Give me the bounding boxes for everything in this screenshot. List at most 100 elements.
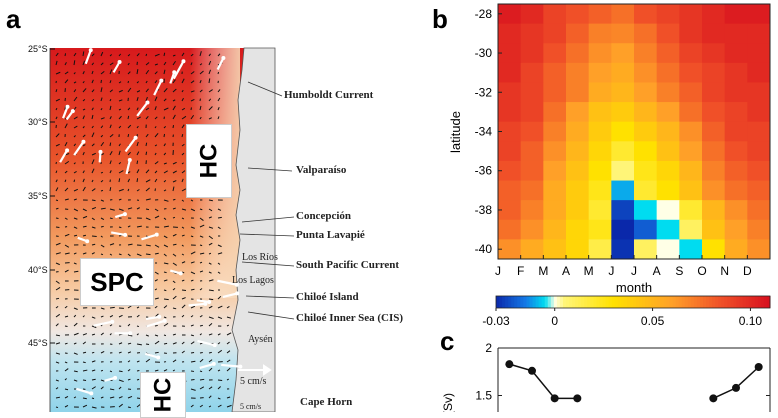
colorbar-segment xyxy=(764,296,768,308)
colorbar-segment xyxy=(660,296,664,308)
heatmap-cell xyxy=(521,161,544,181)
line-point xyxy=(755,363,763,371)
heatmap-x-tick-label: N xyxy=(720,264,729,278)
heatmap-cells xyxy=(498,4,771,260)
colorbar-segment xyxy=(685,296,689,308)
heatmap-cell xyxy=(657,24,680,44)
colorbar-segment xyxy=(670,296,674,308)
colorbar-segment xyxy=(533,296,537,308)
colorbar-segment xyxy=(523,296,527,308)
heatmap-cell xyxy=(566,239,589,259)
heatmap-cell xyxy=(657,141,680,161)
colorbar-segment xyxy=(657,296,661,308)
heatmap-cell xyxy=(747,239,770,259)
heatmap-cell xyxy=(747,43,770,63)
heatmap-cell xyxy=(589,220,612,240)
heatmap-cell xyxy=(589,122,612,142)
heatmap-cell xyxy=(747,102,770,122)
heatmap-cell xyxy=(725,102,748,122)
heatmap-cell xyxy=(589,24,612,44)
heatmap-cell xyxy=(725,181,748,201)
heatmap-cell xyxy=(521,24,544,44)
colorbar-segment xyxy=(578,296,582,308)
colorbar-segment xyxy=(560,296,564,308)
colorbar-segment xyxy=(706,296,710,308)
colorbar-segment xyxy=(612,296,616,308)
heatmap-cell xyxy=(589,102,612,122)
colorbar-segment xyxy=(663,296,667,308)
colorbar-segment xyxy=(694,296,698,308)
colorbar-segment xyxy=(508,296,512,308)
heatmap-x-tick-label: A xyxy=(653,264,661,278)
heatmap-cell xyxy=(725,161,748,181)
heatmap-cell xyxy=(679,200,702,220)
heatmap-cell xyxy=(634,82,657,102)
colorbar-segment xyxy=(593,296,597,308)
heatmap-cell xyxy=(498,141,521,161)
heatmap-cell xyxy=(611,181,634,201)
heatmap-cell xyxy=(679,181,702,201)
colorbar-segment xyxy=(514,296,518,308)
colorbar-segment xyxy=(609,296,613,308)
heatmap-x-tick-label: D xyxy=(743,264,752,278)
heatmap-cell xyxy=(657,122,680,142)
colorbar-segment xyxy=(679,296,683,308)
colorbar-segment xyxy=(639,296,643,308)
heatmap-cell xyxy=(611,63,634,83)
heatmap-cell xyxy=(566,161,589,181)
heatmap-cell xyxy=(679,63,702,83)
heatmap-cell xyxy=(521,102,544,122)
heatmap-cell xyxy=(566,63,589,83)
line-y-tick-label: 2 xyxy=(485,341,492,355)
heatmap-cell xyxy=(634,102,657,122)
heatmap-x-tick-label: J xyxy=(608,264,614,278)
heatmap-cell xyxy=(589,161,612,181)
colorbar-segment xyxy=(758,296,762,308)
colorbar-segment xyxy=(724,296,728,308)
heatmap-cell xyxy=(679,239,702,259)
heatmap-y-tick-label: -38 xyxy=(475,203,493,217)
colorbar-segment xyxy=(587,296,591,308)
heatmap-x-tick-label: F xyxy=(517,264,524,278)
heatmap-cell xyxy=(589,82,612,102)
colorbar-segment xyxy=(621,296,625,308)
heatmap-cell xyxy=(725,141,748,161)
heatmap-cell xyxy=(702,102,725,122)
heatmap-cell xyxy=(611,102,634,122)
heatmap-cell xyxy=(702,220,725,240)
heatmap-cell xyxy=(543,24,566,44)
heatmap-y-tick-label: -30 xyxy=(475,46,493,60)
heatmap-cell xyxy=(543,122,566,142)
heatmap-cell xyxy=(657,220,680,240)
heatmap-cell xyxy=(498,63,521,83)
colorbar-segment xyxy=(615,296,619,308)
heatmap-cell xyxy=(679,24,702,44)
colorbar-segment xyxy=(746,296,750,308)
heatmap-x-tick-label: S xyxy=(675,264,683,278)
colorbar-segment xyxy=(511,296,515,308)
heatmap-cell xyxy=(634,200,657,220)
heatmap-cell xyxy=(521,181,544,201)
heatmap-cell xyxy=(611,43,634,63)
heatmap-cell xyxy=(543,63,566,83)
colorbar-segment xyxy=(743,296,747,308)
label-los-lagos: Los Lagos xyxy=(232,275,274,286)
heatmap-cell xyxy=(589,43,612,63)
heatmap-cell xyxy=(679,82,702,102)
colorbar-segment xyxy=(715,296,719,308)
label-south-pacific-current: South Pacific Current xyxy=(296,259,399,271)
colorbar-segment xyxy=(645,296,649,308)
colorbar-segment xyxy=(584,296,588,308)
heatmap-cell xyxy=(498,181,521,201)
colorbar-segment xyxy=(727,296,731,308)
colorbar-segment xyxy=(563,296,567,308)
heatmap-x-tick-label: M xyxy=(584,264,594,278)
heatmap-cell xyxy=(702,181,725,201)
heatmap-y-tick-label: -36 xyxy=(475,164,493,178)
heatmap-cell xyxy=(679,4,702,24)
label-chiloe-inner-sea: Chiloé Inner Sea (CIS) xyxy=(296,312,403,324)
heatmap-cell xyxy=(725,63,748,83)
heatmap-cell xyxy=(747,63,770,83)
heatmap-cell xyxy=(747,82,770,102)
